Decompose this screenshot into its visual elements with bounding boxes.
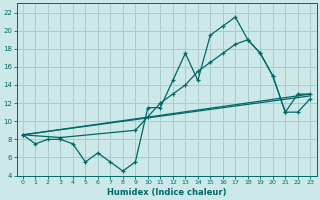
X-axis label: Humidex (Indice chaleur): Humidex (Indice chaleur)	[107, 188, 226, 197]
